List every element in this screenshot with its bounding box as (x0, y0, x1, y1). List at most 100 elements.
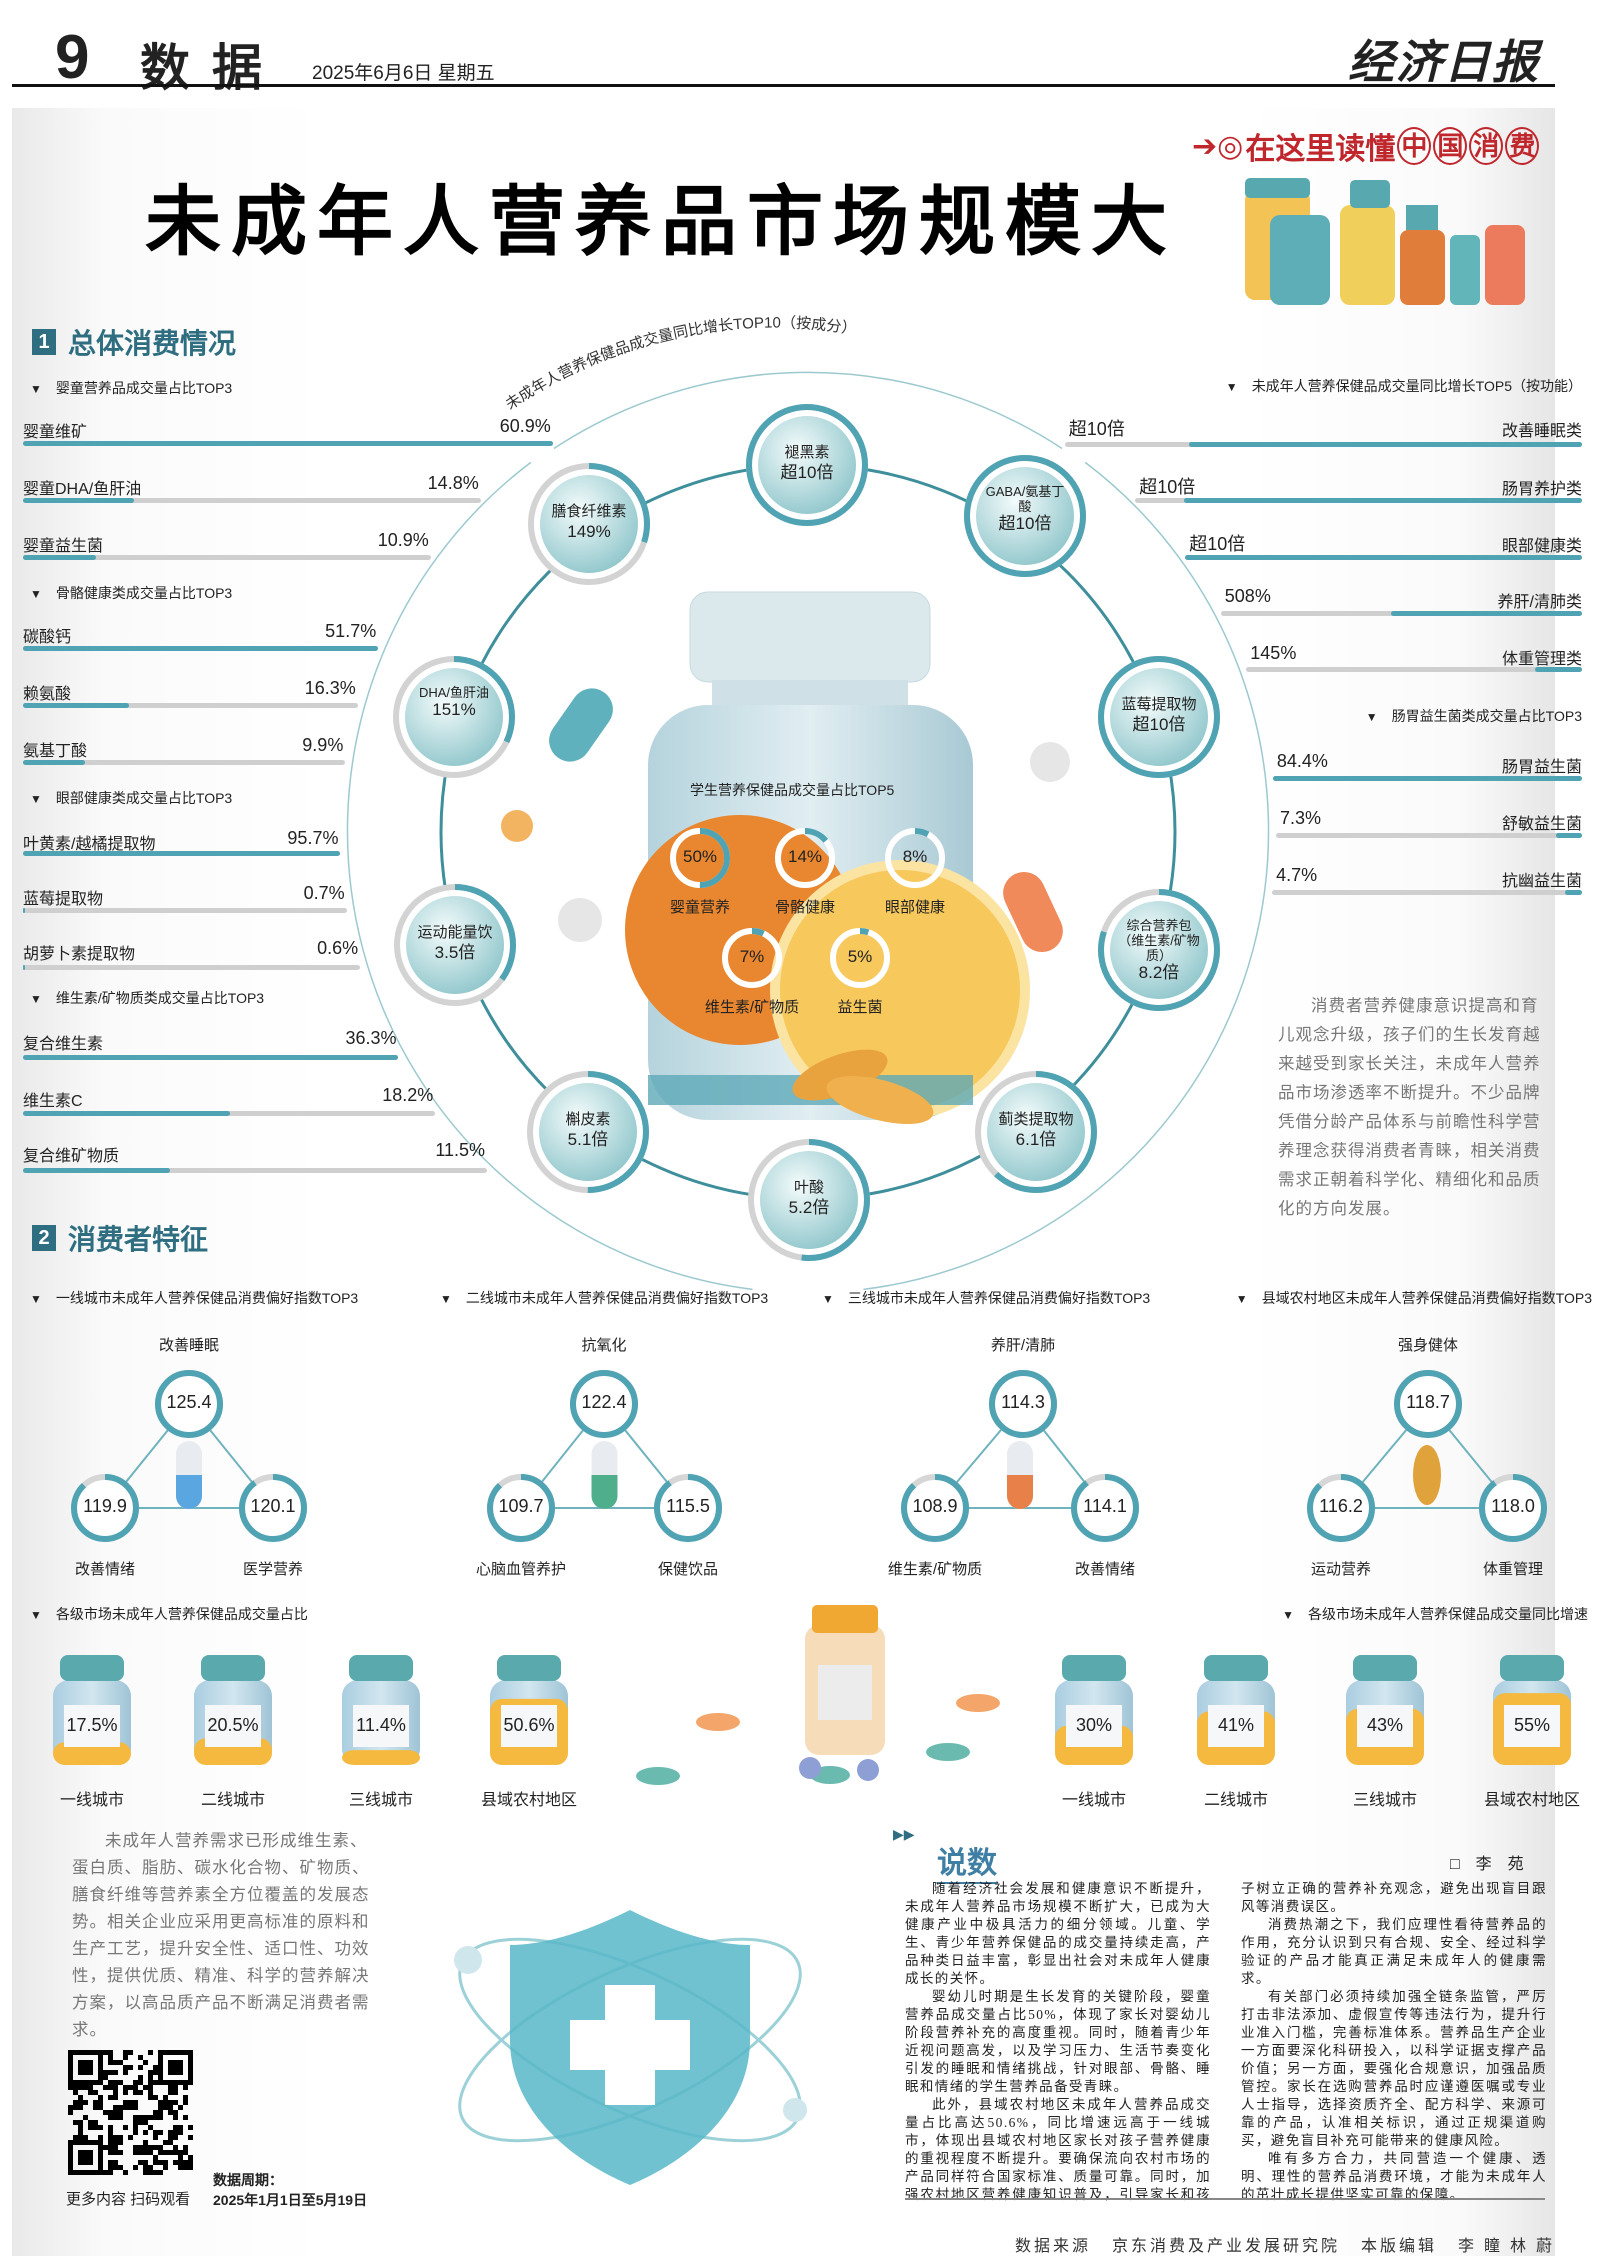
index-label: 医学营养 (242, 1561, 303, 1578)
group-title: 维生素/矿物质类成交量占比TOP3 (30, 988, 264, 1008)
group-title: 肠胃益生菌类成交量占比TOP3 (1366, 706, 1582, 726)
jar-value: 17.5% (66, 1715, 118, 1735)
preference-title: 二线城市未成年人营养保健品消费偏好指数TOP3 (440, 1288, 768, 1308)
bar-value: 60.9% (499, 416, 551, 436)
index-value: 119.9 (83, 1496, 127, 1516)
donut-label: 婴童营养 (669, 899, 730, 916)
bar-label: 舒敏益生菌 (1501, 816, 1582, 833)
node-value: 超10倍 (1132, 715, 1186, 734)
section-name: 数据 (140, 40, 284, 96)
preference-title: 县域农村地区未成年人营养保健品消费偏好指数TOP3 (1236, 1288, 1592, 1308)
bar-label: 叶黄素/越橘提取物 (23, 836, 156, 853)
bar-fill (1184, 498, 1582, 503)
jar-caption: 一线城市 (59, 1792, 124, 1809)
bar-fill (23, 646, 379, 651)
newspaper-logo: 经济日报 (1348, 35, 1540, 89)
bar-value: 7.3% (1279, 808, 1322, 828)
bar-track (23, 555, 431, 560)
bar-label: 婴童益生菌 (23, 538, 104, 555)
arrow-icon: ➔◎ (1192, 129, 1244, 163)
index-label: 维生素/矿物质 (887, 1561, 983, 1578)
index-label: 体重管理 (1482, 1561, 1543, 1578)
donut-value: 5% (847, 947, 873, 966)
commentary-body: 随着经济社会发展和健康意识不断提升，未成年人营养品市场规模不断扩大，已成为大健康… (905, 1880, 1547, 2204)
index-value: 108.9 (912, 1496, 958, 1516)
preference-title: 三线城市未成年人营养保健品消费偏好指数TOP3 (822, 1288, 1150, 1308)
bar-track (1272, 890, 1582, 895)
bar-value: 14.8% (427, 473, 479, 493)
bar-track (1272, 776, 1582, 781)
bar-label: 蓝莓提取物 (23, 891, 104, 908)
node-value: 5.2倍 (788, 1198, 830, 1217)
donut-label: 维生素/矿物质 (704, 999, 800, 1016)
ring-node: 褪黑素超10倍 (752, 443, 862, 483)
bar-track (23, 498, 481, 503)
jar-group-title: 各级市场未成年人营养保健品成交量同比增速 (1282, 1604, 1588, 1624)
bar-track (1185, 555, 1582, 560)
bar-value: 11.5% (435, 1140, 486, 1160)
bar-fill (1390, 611, 1582, 616)
bar-label: 肠胃养护类 (1501, 481, 1582, 498)
index-label: 改善睡眠 (158, 1337, 219, 1354)
node-name: 褪黑素 (784, 444, 830, 461)
bar-label: 碳酸钙 (23, 629, 72, 646)
section-1-header: 1 总体消费情况 (32, 322, 236, 362)
bar-fill (23, 908, 26, 913)
node-value: 超10倍 (998, 514, 1052, 533)
bar-track (1246, 667, 1582, 672)
bar-value: 10.9% (377, 530, 429, 550)
bar-value: 0.6% (317, 938, 359, 958)
bar-label: 复合维生素 (23, 1036, 104, 1053)
bar-fill (23, 965, 26, 970)
bar-value: 0.7% (303, 883, 345, 903)
bar-label: 肠胃益生菌 (1501, 759, 1582, 776)
node-name: 槲皮素 (565, 1111, 611, 1128)
index-value: 125.4 (166, 1392, 212, 1412)
bar-track (1220, 611, 1582, 616)
jar-value: 55% (1513, 1715, 1551, 1735)
index-value: 120.1 (250, 1496, 296, 1516)
ring-node: 运动能量饮 3.5倍 (400, 923, 510, 963)
node-name: 蓟类提取物 (998, 1111, 1074, 1128)
bar-fill (1188, 442, 1582, 447)
donut-label: 骨骼健康 (774, 899, 835, 916)
index-value: 118.7 (1406, 1392, 1450, 1412)
banner-prefix: 在这里读懂 (1245, 133, 1396, 166)
qr-caption: 更多内容 扫码观看 (66, 2191, 191, 2208)
jar-value: 50.6% (503, 1715, 555, 1735)
bar-fill (23, 1111, 230, 1116)
bar-fill (1555, 833, 1582, 838)
bar-track (23, 908, 347, 913)
bar-track (23, 1055, 399, 1060)
ring-node: DHA/鱼肝油 151% (399, 685, 509, 720)
source: 京东消费及产业发展研究院 (1111, 2238, 1340, 2255)
index-label: 抗氧化 (581, 1337, 627, 1354)
jar-value: 43% (1366, 1715, 1404, 1735)
ring-node: 槲皮素 5.1倍 (533, 1110, 643, 1150)
bar-track (1135, 498, 1582, 503)
commentary-rule (905, 2198, 1545, 2200)
ring-node: GABA/氨基丁酸 超10倍 (970, 484, 1080, 534)
index-label: 改善情绪 (1074, 1561, 1135, 1578)
bar-track (23, 1111, 436, 1116)
bar-label: 赖氨酸 (23, 686, 72, 703)
bar-fill (23, 1055, 399, 1060)
bar-fill (23, 851, 341, 856)
period-value: 2025年1月1日至5月19日 (213, 2192, 368, 2208)
bar-track (23, 965, 361, 970)
editors: 李 瞳 林 蔚 (1457, 2238, 1555, 2255)
index-label: 心脑血管养护 (475, 1561, 566, 1578)
node-name: 蓝莓提取物 (1121, 696, 1197, 713)
bar-label: 胡萝卜素提取物 (23, 946, 136, 963)
node-name: 膳食纤维素 (551, 503, 627, 520)
jar-value: 20.5% (207, 1715, 259, 1735)
ring-node: 蓟类提取物 6.1倍 (981, 1110, 1091, 1150)
bar-value: 36.3% (345, 1028, 397, 1048)
banner-char: 费 (1505, 127, 1540, 165)
commentary-author: □ 李 苑 (1450, 1856, 1530, 1873)
jar-caption: 一线城市 (1061, 1792, 1126, 1809)
bar-fill (23, 498, 135, 503)
node-value: 超10倍 (780, 463, 834, 482)
bar-value: 84.4% (1276, 751, 1328, 771)
left-note: 未成年人营养需求已形成维生素、蛋白质、脂肪、碳水化合物、矿物质、膳食纤维等营养素… (72, 1832, 370, 2039)
